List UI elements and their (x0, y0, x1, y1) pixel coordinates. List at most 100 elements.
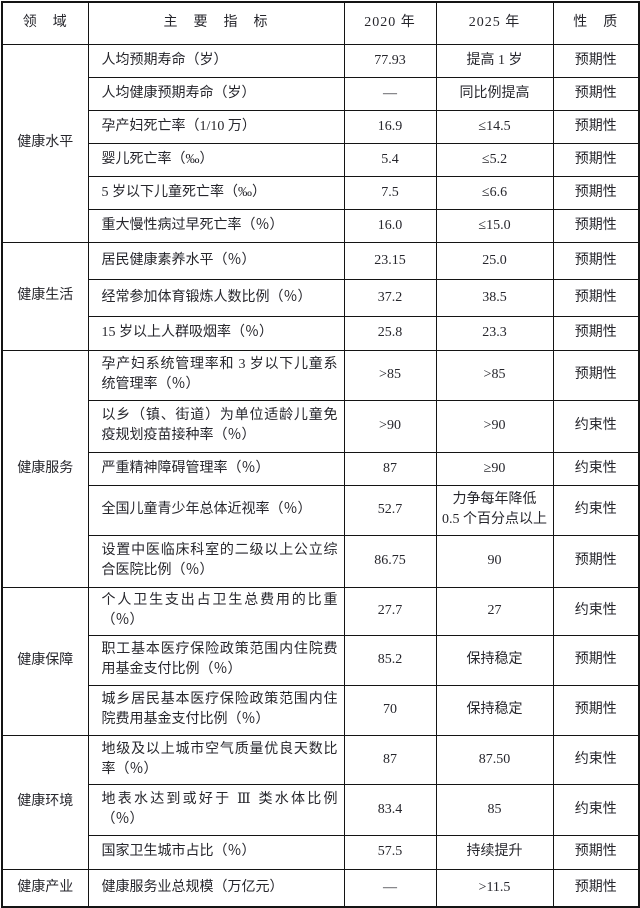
indicator-cell: 孕产妇系统管理率和 3 岁以下儿童系统管理率（％） (87, 349, 345, 401)
indicator-cell: 设置中医临床科室的二级以上公立综合医院比例（％） (87, 534, 345, 588)
col-header-2020: 2020 年 (343, 1, 437, 45)
value-2020-cell: 83.4 (343, 783, 437, 836)
value-2025-cell: 25.0 (435, 241, 554, 280)
table-row: 职工基本医疗保险政策范围内住院费用基金支付比例（％） 85.2 保持稳定 预期性 (2, 634, 640, 686)
nature-cell: 约束性 (552, 734, 640, 785)
indicator-cell: 婴儿死亡率（‰） (87, 142, 345, 177)
indicator-cell: 全国儿童青少年总体近视率（％） (87, 484, 345, 536)
table-row: 健康产业 健康服务业总规模（万亿元） — >11.5 预期性 (1, 868, 640, 908)
col-header-2025: 2025 年 (435, 1, 554, 45)
value-2020-cell: 87 (343, 451, 437, 486)
header-row: 领 域 主 要 指 标 2020 年 2025 年 性 质 (1, 1, 640, 45)
domain-cell-healthy-life: 健康生活 (1, 241, 89, 351)
table-row: 健康环境 地级及以上城市空气质量优良天数比率（％） 87 87.50 约束性 (1, 734, 640, 870)
value-2025-cell: 87.50 (435, 734, 554, 785)
table-row: 以乡（镇、街道）为单位适龄儿童免疫规划疫苗接种率（％） >90 >90 约束性 (2, 399, 640, 453)
value-2020-cell: >85 (343, 349, 437, 401)
indicator-cell: 人均健康预期寿命（岁） (87, 76, 345, 111)
value-2025-cell: ≤5.2 (435, 142, 554, 177)
value-2020-cell: 23.15 (343, 241, 437, 280)
value-2025-cell: 90 (435, 534, 554, 588)
value-2020-cell: 37.2 (343, 278, 437, 317)
value-2020-cell: 16.9 (343, 109, 437, 144)
value-2025-cell: ≤6.6 (435, 175, 554, 210)
value-2020-cell: — (343, 868, 437, 908)
table-row: 严重精神障碍管理率（％） 87 ≥90 约束性 (2, 451, 640, 486)
value-2020-cell: 86.75 (343, 534, 437, 588)
indicator-cell: 孕产妇死亡率（1/10 万） (87, 109, 345, 144)
col-header-indicator: 主 要 指 标 (87, 1, 345, 45)
table-row: 经常参加体育锻炼人数比例（％） 37.2 38.5 预期性 (2, 278, 640, 317)
value-2025-cell: ≤14.5 (435, 109, 554, 144)
table-row: 婴儿死亡率（‰） 5.4 ≤5.2 预期性 (2, 142, 640, 177)
value-2025-cell: 提高 1 岁 (435, 43, 554, 78)
value-2020-cell: 7.5 (343, 175, 437, 210)
table-row: 健康保障 个人卫生支出占卫生总费用的比重（％） 27.7 27 约束性 (1, 586, 640, 736)
indicator-cell: 职工基本医疗保险政策范围内住院费用基金支付比例（％） (87, 634, 345, 686)
value-2020-cell: 52.7 (343, 484, 437, 536)
value-2020-cell: — (343, 76, 437, 111)
table-row: 健康服务 孕产妇系统管理率和 3 岁以下儿童系统管理率（％） >85 >85 预… (1, 349, 640, 588)
value-2020-cell: >90 (343, 399, 437, 453)
table-row: 城乡居民基本医疗保险政策范围内住院费用基金支付比例（％） 70 保持稳定 预期性 (2, 684, 640, 736)
nature-cell: 预期性 (552, 175, 640, 210)
value-2020-cell: 87 (343, 734, 437, 785)
value-2020-cell: 70 (343, 684, 437, 736)
value-2020-cell: 5.4 (343, 142, 437, 177)
nature-cell: 约束性 (552, 586, 640, 636)
value-2025-cell: ≥90 (435, 451, 554, 486)
value-2020-cell: 27.7 (343, 586, 437, 636)
table-row: 设置中医临床科室的二级以上公立综合医院比例（％） 86.75 90 预期性 (2, 534, 640, 588)
indicator-cell: 健康服务业总规模（万亿元） (87, 868, 345, 908)
nature-cell: 预期性 (552, 109, 640, 144)
table-row: 5 岁以下儿童死亡率（‰） 7.5 ≤6.6 预期性 (2, 175, 640, 210)
nature-cell: 约束性 (552, 783, 640, 836)
nature-cell: 预期性 (552, 43, 640, 78)
table-row: 健康生活 居民健康素养水平（％） 23.15 25.0 预期性 (1, 241, 640, 351)
table-row: 孕产妇死亡率（1/10 万） 16.9 ≤14.5 预期性 (2, 109, 640, 144)
indicator-cell: 经常参加体育锻炼人数比例（％） (87, 278, 345, 317)
value-2025-cell: >90 (435, 399, 554, 453)
nature-cell: 预期性 (552, 315, 640, 351)
indicator-cell: 5 岁以下儿童死亡率（‰） (87, 175, 345, 210)
domain-cell-health-industry: 健康产业 (1, 868, 89, 908)
nature-cell: 预期性 (552, 684, 640, 736)
value-2025-cell: 持续提升 (435, 834, 554, 870)
nature-cell: 预期性 (552, 868, 640, 908)
indicator-cell: 地表水达到或好于 Ⅲ 类水体比例（％） (87, 783, 345, 836)
value-2025-cell: 保持稳定 (435, 684, 554, 736)
value-2025-cell: 同比例提高 (435, 76, 554, 111)
value-2025-cell: 85 (435, 783, 554, 836)
value-2020-cell: 16.0 (343, 208, 437, 243)
table-row: 健康水平 人均预期寿命（岁） 77.93 提高 1 岁 预期性 (1, 43, 640, 243)
nature-cell: 预期性 (552, 208, 640, 243)
value-2025-cell: 力争每年降低 0.5 个百分点以上 (435, 484, 554, 536)
nature-cell: 预期性 (552, 142, 640, 177)
table-row: 重大慢性病过早死亡率（％） 16.0 ≤15.0 预期性 (2, 208, 640, 243)
table-row: 15 岁以上人群吸烟率（％） 25.8 23.3 预期性 (2, 315, 640, 351)
nature-cell: 预期性 (552, 76, 640, 111)
indicator-cell: 个人卫生支出占卫生总费用的比重（％） (87, 586, 345, 636)
value-2025-cell: 38.5 (435, 278, 554, 317)
domain-cell-health-services: 健康服务 (1, 349, 89, 588)
indicator-cell: 严重精神障碍管理率（％） (87, 451, 345, 486)
indicator-cell: 地级及以上城市空气质量优良天数比率（％） (87, 734, 345, 785)
nature-cell: 预期性 (552, 349, 640, 401)
indicator-cell: 以乡（镇、街道）为单位适龄儿童免疫规划疫苗接种率（％） (87, 399, 345, 453)
indicator-cell: 国家卫生城市占比（％） (87, 834, 345, 870)
value-2020-cell: 77.93 (343, 43, 437, 78)
nature-cell: 预期性 (552, 834, 640, 870)
indicator-cell: 重大慢性病过早死亡率（％） (87, 208, 345, 243)
nature-cell: 预期性 (552, 534, 640, 588)
nature-cell: 预期性 (552, 278, 640, 317)
col-header-domain: 领 域 (1, 1, 89, 45)
value-2020-cell: 85.2 (343, 634, 437, 686)
indicator-cell: 居民健康素养水平（％） (87, 241, 345, 280)
value-2025-cell: >85 (435, 349, 554, 401)
nature-cell: 约束性 (552, 484, 640, 536)
indicator-cell: 城乡居民基本医疗保险政策范围内住院费用基金支付比例（％） (87, 684, 345, 736)
nature-cell: 预期性 (552, 634, 640, 686)
nature-cell: 约束性 (552, 451, 640, 486)
value-2025-cell: 23.3 (435, 315, 554, 351)
